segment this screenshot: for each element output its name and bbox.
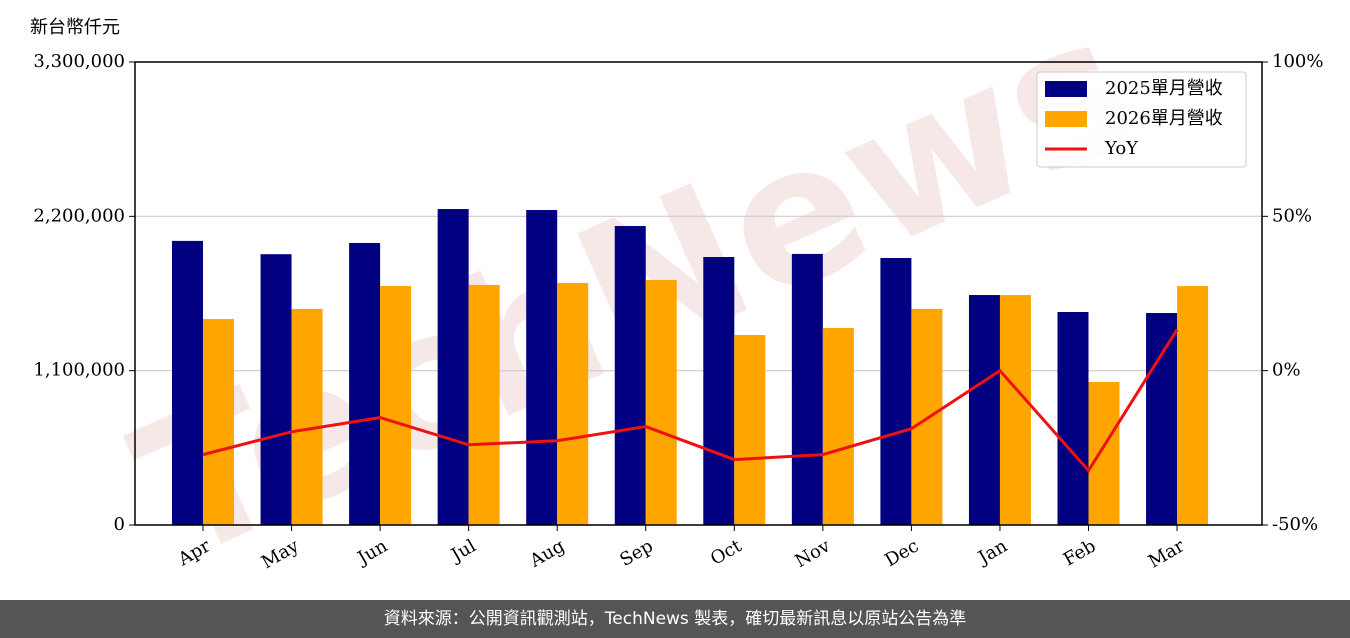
bar bbox=[880, 258, 912, 525]
chart: 新台幣仟元 TechNews01,100,0002,200,0003,300,0… bbox=[30, 0, 1323, 604]
x-tick-label: Feb bbox=[1060, 535, 1100, 570]
bar bbox=[1146, 313, 1178, 525]
x-tick-label: Nov bbox=[792, 535, 835, 572]
legend-swatch bbox=[1045, 111, 1087, 127]
bar bbox=[614, 226, 646, 526]
y-tick-label: 3,300,000 bbox=[33, 51, 125, 72]
plot-frame bbox=[134, 61, 1263, 526]
bar bbox=[968, 295, 1000, 525]
bar bbox=[557, 282, 589, 525]
bar bbox=[437, 209, 469, 525]
bar bbox=[349, 242, 381, 525]
y2-tick-label: 0% bbox=[1272, 360, 1301, 381]
x-tick-label: Aug bbox=[526, 535, 569, 572]
bar bbox=[822, 328, 854, 525]
bar bbox=[703, 257, 735, 525]
x-tick-label: Sep bbox=[616, 535, 656, 570]
x-tick-label: Jun bbox=[353, 535, 392, 570]
legend-label: 2026單月營收 bbox=[1105, 108, 1223, 129]
x-tick-label: Jan bbox=[973, 535, 1011, 569]
x-tick-label: Jul bbox=[446, 535, 480, 567]
yoy-line bbox=[202, 328, 1179, 474]
bar bbox=[203, 319, 234, 525]
legend-swatch bbox=[1045, 81, 1087, 97]
bar bbox=[526, 210, 558, 525]
bar bbox=[734, 335, 766, 525]
legend-label: YoY bbox=[1104, 138, 1139, 159]
y2-tick-label: 50% bbox=[1272, 205, 1312, 226]
bar bbox=[172, 240, 203, 526]
y2-tick-label: -50% bbox=[1272, 514, 1318, 535]
x-tick-label: Dec bbox=[881, 535, 922, 571]
bar bbox=[1088, 382, 1120, 525]
y-tick-label: 0 bbox=[114, 514, 125, 535]
bar bbox=[291, 308, 323, 525]
y-axis-unit: 新台幣仟元 bbox=[30, 17, 120, 38]
legend-label: 2025單月營收 bbox=[1105, 78, 1223, 99]
bar bbox=[1057, 312, 1089, 525]
x-tick-label: Oct bbox=[707, 535, 746, 570]
bar bbox=[1177, 286, 1209, 525]
bar bbox=[645, 280, 677, 525]
bar bbox=[999, 295, 1031, 525]
y-tick-label: 1,100,000 bbox=[33, 360, 125, 381]
bar bbox=[791, 253, 823, 525]
footer: 資料來源：公開資訊觀測站，TechNews 製表，確切最新訊息以原站公告為準 bbox=[0, 600, 1350, 638]
bar bbox=[468, 284, 500, 525]
bar bbox=[380, 286, 412, 525]
x-tick-label: Mar bbox=[1145, 535, 1189, 572]
legend-box bbox=[1036, 71, 1247, 168]
bar bbox=[260, 254, 292, 525]
y2-tick-label: 100% bbox=[1272, 51, 1323, 72]
y-tick-label: 2,200,000 bbox=[33, 205, 125, 226]
